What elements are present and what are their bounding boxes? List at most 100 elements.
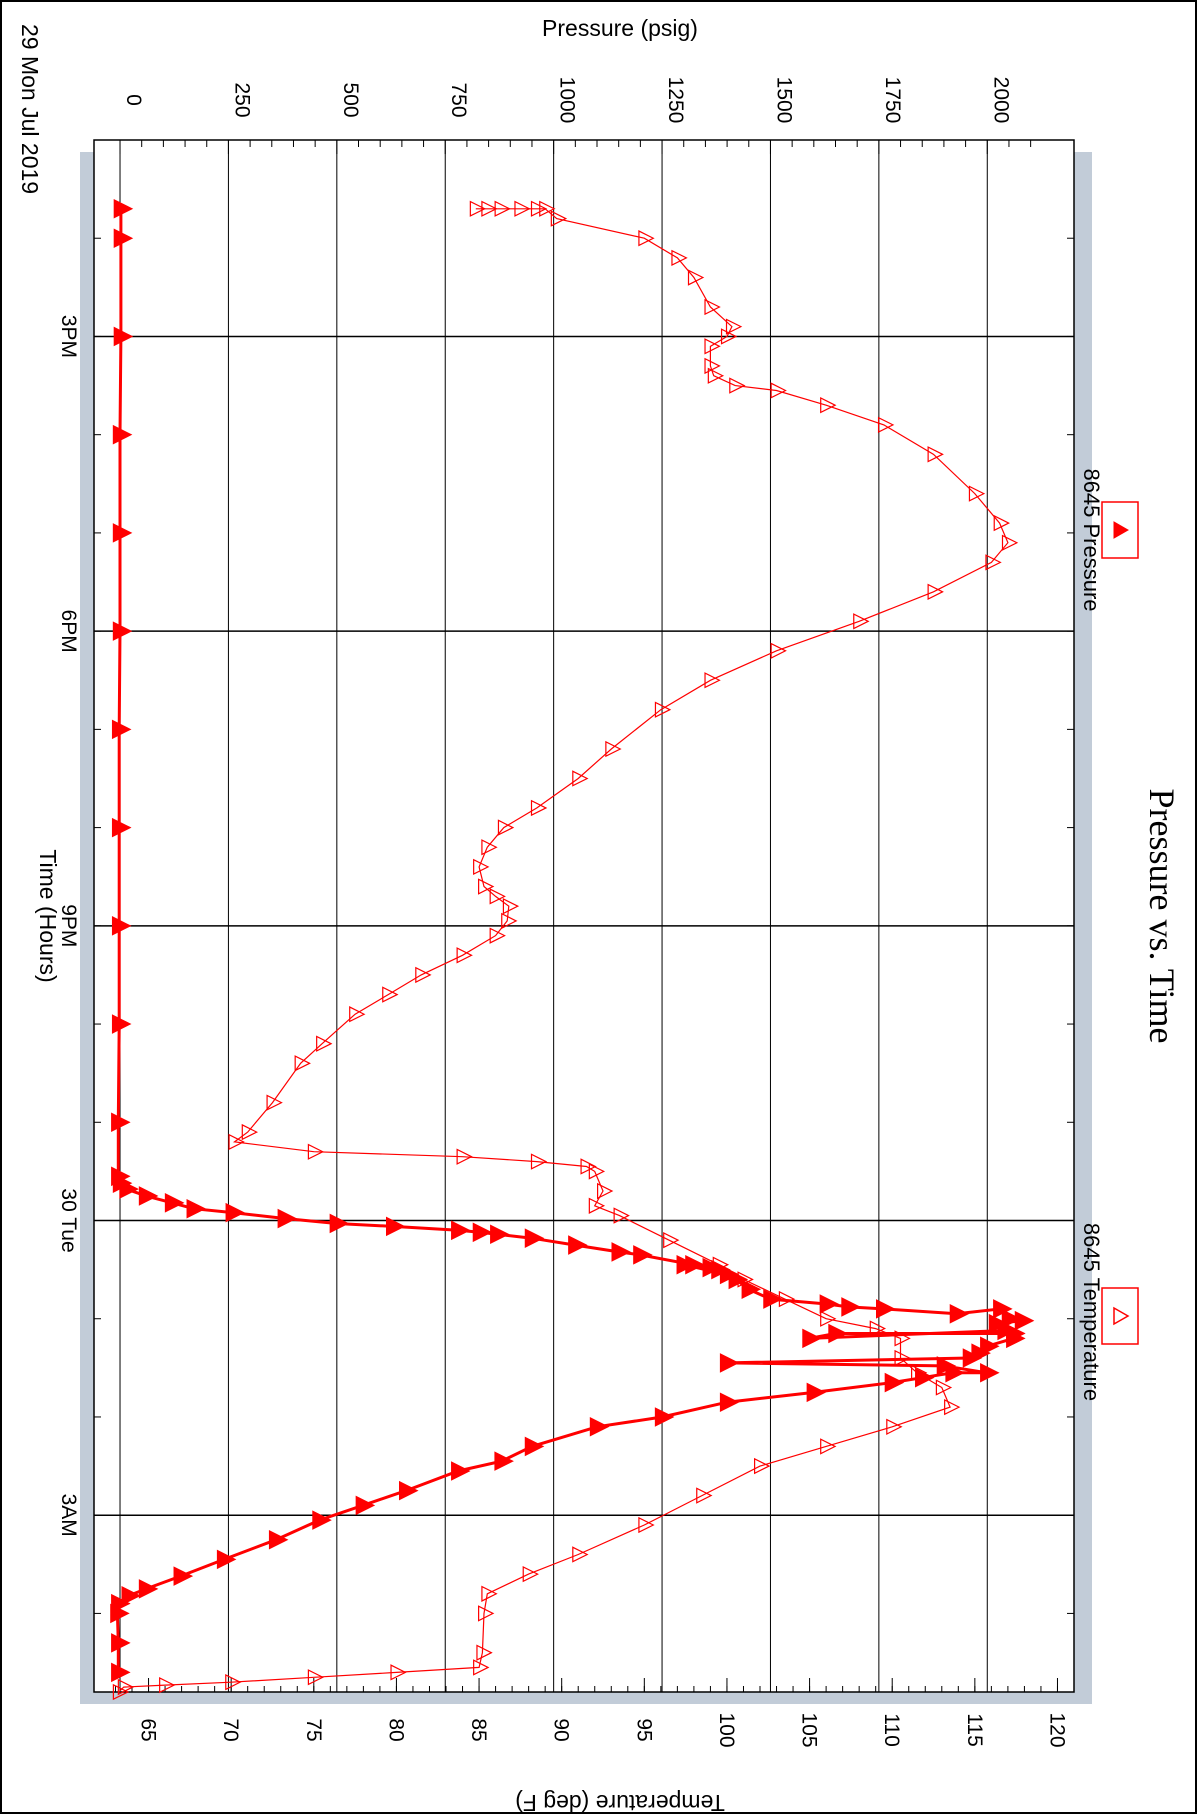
pressure-tick-label: 1750 <box>881 77 904 124</box>
pressure-point <box>702 1257 723 1278</box>
temperature-point <box>539 200 556 217</box>
temperature-tick-label-group: 80 <box>384 1718 407 1741</box>
temperature-line <box>118 208 1009 1693</box>
temperature-tick-label-group: 115 <box>963 1713 986 1746</box>
pressure-tick-label-group: 250 <box>230 82 253 117</box>
pressure-point <box>819 1294 840 1314</box>
temperature-point <box>588 1163 606 1180</box>
time-tick-label: 9PM <box>57 904 80 947</box>
pressure-point <box>876 1299 896 1319</box>
pressure-point <box>113 326 134 347</box>
pressure-point <box>112 621 133 641</box>
temperature-tick-label-group: 95 <box>632 1718 655 1741</box>
temperature-tick-label-group: 120 <box>1045 1712 1068 1747</box>
pressure-tick-label-group: 750 <box>447 82 470 117</box>
temperature-tick-label: 80 <box>384 1718 407 1741</box>
pressure-point <box>1014 1310 1035 1331</box>
time-tick-label-group: 9PM <box>57 904 80 947</box>
temperature-point <box>501 912 518 930</box>
series-pressure <box>110 198 1035 1683</box>
pressure-point <box>113 198 134 219</box>
temperature-point <box>654 701 672 718</box>
temperature-point <box>382 986 399 1003</box>
temperature-point <box>489 888 506 905</box>
temperature-point <box>307 1143 325 1160</box>
temperature-point <box>820 397 837 414</box>
pressure-point <box>524 1436 545 1457</box>
temperature-point <box>530 799 548 817</box>
pressure-point <box>138 1186 159 1206</box>
pressure-point <box>719 1392 740 1412</box>
pressure-point <box>112 424 133 445</box>
legend: 8645 Pressure 8645 Temperature <box>1079 468 1139 1401</box>
temperature-tick-label-group: 90 <box>550 1718 573 1741</box>
pressure-point <box>841 1297 861 1317</box>
temperature-point <box>481 200 498 217</box>
pressure-point <box>277 1208 298 1229</box>
pressure-tick-label: 750 <box>447 82 470 117</box>
axis-tick-labels: 0 250 500 750 1000 1250 1500 1750 2000 65 70 75 80 85… <box>57 77 1068 1748</box>
temperature-point <box>820 1438 837 1455</box>
pressure-point <box>119 1179 139 1199</box>
temperature-point <box>853 613 870 630</box>
pressure-point <box>186 1198 207 1219</box>
pressure-point <box>216 1549 237 1570</box>
temperature-point <box>687 269 705 286</box>
time-tick-label: 3AM <box>57 1494 80 1537</box>
legend-item-temperature: 8645 Temperature <box>1079 1223 1139 1401</box>
temperature-point <box>497 819 515 836</box>
pressure-point <box>164 1193 185 1213</box>
legend-marker-pressure <box>1113 521 1130 539</box>
temperature-point <box>729 377 746 394</box>
temperature-point <box>754 1457 771 1475</box>
pressure-point <box>451 1461 471 1481</box>
temperature-point <box>927 583 944 601</box>
pressure-tick-label-group: 1500 <box>772 77 795 124</box>
temperature-point <box>588 1197 606 1214</box>
pressure-point <box>980 1362 1000 1383</box>
pressure-point <box>654 1407 675 1427</box>
temperature-point <box>869 1320 887 1337</box>
series-temperature <box>112 200 1019 1701</box>
temperature-point <box>494 200 511 217</box>
temperature-tick-label-group: 105 <box>798 1712 821 1747</box>
legend-item-pressure: 8645 Pressure <box>1079 468 1139 612</box>
temperature-point <box>473 1659 490 1676</box>
pressure-point <box>111 916 132 936</box>
temperature-point <box>415 966 432 984</box>
temperature-point <box>638 1516 655 1534</box>
temperature-point <box>877 416 895 434</box>
pressure-point <box>806 1382 827 1403</box>
temperature-point <box>478 878 495 895</box>
pressure-point <box>568 1235 588 1255</box>
pressure-point <box>884 1372 905 1393</box>
temperature-point <box>720 328 738 345</box>
temperature-point <box>469 200 487 217</box>
plot-area <box>93 139 1075 1693</box>
temperature-point <box>737 1271 754 1288</box>
pressure-tick-label-group: 1250 <box>664 77 687 124</box>
temperature-point <box>712 1256 730 1273</box>
time-tick-label: 6PM <box>57 610 80 653</box>
temperature-point <box>294 1055 311 1072</box>
temperature-tick-label-group: 110 <box>880 1713 903 1746</box>
time-tick-label-group: 6PM <box>57 610 80 653</box>
temperature-point <box>894 1349 911 1367</box>
pressure-point <box>173 1566 194 1586</box>
temperature-point <box>550 210 568 227</box>
temperature-tick-label: 85 <box>467 1718 490 1741</box>
pressure-point <box>962 1348 983 1368</box>
pressure-tick-label: 1250 <box>664 77 687 124</box>
chart-title: Pressure vs. Time <box>1142 788 1182 1043</box>
pressure-tick-label-group: 1750 <box>881 77 904 124</box>
temperature-point <box>993 514 1010 532</box>
temperature-point <box>696 1487 713 1504</box>
temperature-tick-label: 65 <box>137 1718 160 1741</box>
temperature-point <box>1001 534 1019 551</box>
temperature-point <box>489 927 506 944</box>
pressure-point <box>113 228 134 248</box>
pressure-point <box>111 1014 132 1034</box>
pressure-tick-label: 1000 <box>556 77 579 124</box>
